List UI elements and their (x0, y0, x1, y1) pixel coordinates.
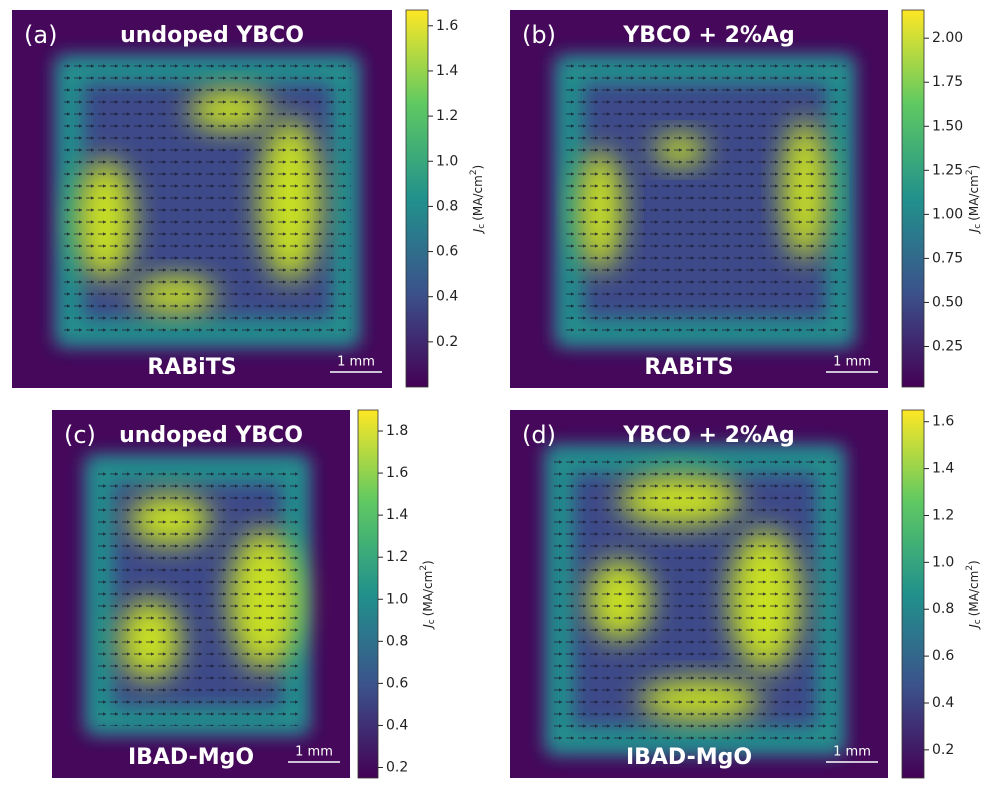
colorbar-tick-label: 2.00 (932, 30, 963, 46)
panel: (a) undoped YBCO RABiTS 1 mm 0.2 0.4 0.6 0.8 1.0… (12, 9, 487, 388)
label-superscript: 2 (965, 565, 975, 571)
heatmap-image (510, 410, 888, 778)
scale-bar-label: 1 mm (295, 745, 333, 760)
substrate-label: RABiTS (644, 355, 733, 380)
colorbar-tick-label: 0.4 (386, 717, 408, 733)
substrate-label: RABiTS (147, 355, 236, 380)
substrate-label: IBAD-MgO (128, 745, 254, 770)
label-close: ) (471, 165, 485, 170)
colorbar-tick-label: 1.0 (436, 153, 458, 169)
panel-label: (a) (24, 21, 57, 49)
label-superscript: 2 (965, 169, 975, 175)
colorbar (901, 409, 925, 779)
panel-title: YBCO + 2%Ag (622, 23, 794, 48)
label-symbol: J (967, 228, 981, 234)
colorbar-tick-label: 1.0 (932, 554, 954, 570)
colorbar-tick-label: 0.2 (932, 742, 954, 758)
label-superscript: 2 (469, 169, 479, 175)
current-arrows (64, 64, 351, 338)
panel-label: (c) (64, 421, 96, 449)
colorbar-tick-label: 1.75 (932, 74, 963, 90)
label-symbol: J (421, 624, 435, 630)
colorbar-tick-label: 0.8 (436, 198, 458, 214)
colorbar-tick-label: 1.6 (932, 414, 954, 430)
colorbar-tick-label: 0.50 (932, 294, 963, 310)
colorbar-tick-label: 1.8 (386, 423, 408, 439)
colorbar-label: Jc (MA/cm2) (469, 165, 487, 235)
current-arrows (564, 64, 846, 338)
colorbar-tick-label: 1.00 (932, 206, 963, 222)
colorbar-tick-label: 0.8 (386, 633, 408, 649)
colorbar-label: Jc (MA/cm2) (965, 560, 983, 630)
colorbar (405, 9, 429, 388)
heatmap-image (52, 410, 350, 778)
colorbar-tick-label: 1.2 (436, 108, 458, 124)
colorbar-tick-label: 0.6 (436, 244, 458, 260)
label-unit: (MA/cm (471, 175, 485, 221)
colorbar (357, 409, 379, 779)
heatmap-image (12, 10, 392, 388)
colorbar-tick-label: 0.2 (386, 759, 408, 775)
colorbar-tick-label: 1.25 (932, 162, 963, 178)
panel: (d) YBCO + 2%Ag IBAD-MgO 1 mm 0.2 0.4 0.6 0.8 1.… (510, 409, 983, 779)
label-unit: (MA/cm (967, 571, 981, 617)
label-symbol: J (967, 624, 981, 630)
colorbar-tick-label: 0.75 (932, 250, 963, 266)
colorbar-tick-label: 1.6 (386, 465, 408, 481)
label-close: ) (967, 165, 981, 170)
colorbar-tick-label: 0.6 (932, 648, 954, 664)
colorbar-tick-label: 0.4 (932, 695, 954, 711)
panel-label: (d) (522, 421, 556, 449)
panel-title: YBCO + 2%Ag (622, 423, 794, 448)
colorbar-tick-label: 1.50 (932, 118, 963, 134)
scale-bar-label: 1 mm (833, 745, 871, 760)
heatmap-image (510, 10, 888, 388)
current-arrows (94, 464, 301, 726)
label-superscript: 2 (419, 565, 429, 571)
label-close: ) (421, 560, 435, 565)
current-arrows (554, 454, 836, 746)
colorbar-tick-label: 1.4 (386, 507, 408, 523)
colorbar-label: Jc (MA/cm2) (965, 165, 983, 235)
colorbar-tick-label: 1.0 (386, 591, 408, 607)
label-subscript: c (973, 224, 983, 229)
colorbar-tick-label: 1.4 (436, 63, 458, 79)
colorbar-tick-label: 0.2 (436, 334, 458, 350)
scale-bar-label: 1 mm (337, 355, 375, 370)
colorbar-tick-label: 0.8 (932, 601, 954, 617)
label-unit: (MA/cm (421, 571, 435, 617)
colorbar-tick-label: 1.2 (932, 507, 954, 523)
label-unit: (MA/cm (967, 175, 981, 221)
panel-title: undoped YBCO (119, 423, 303, 448)
colorbar-tick-label: 0.4 (436, 289, 458, 305)
label-subscript: c (477, 224, 487, 229)
panel-title: undoped YBCO (120, 23, 304, 48)
scale-bar-label: 1 mm (833, 355, 871, 370)
panel: (b) YBCO + 2%Ag RABiTS 1 mm 0.25 0.50 0.75 1.00… (510, 9, 983, 388)
substrate-label: IBAD-MgO (626, 745, 752, 770)
label-symbol: J (471, 228, 485, 234)
label-subscript: c (973, 619, 983, 624)
colorbar (901, 9, 925, 388)
panel: (c) undoped YBCO IBAD-MgO 1 mm 0.2 0.4 0.6 0.8 1… (52, 409, 437, 779)
colorbar-tick-label: 0.25 (932, 338, 963, 354)
panel-label: (b) (522, 21, 556, 49)
label-subscript: c (427, 619, 437, 624)
colorbar-tick-label: 0.6 (386, 675, 408, 691)
colorbar-tick-label: 1.6 (436, 18, 458, 34)
colorbar-tick-label: 1.4 (932, 461, 954, 477)
colorbar-tick-label: 1.2 (386, 549, 408, 565)
colorbar-label: Jc (MA/cm2) (419, 560, 437, 630)
label-close: ) (967, 560, 981, 565)
